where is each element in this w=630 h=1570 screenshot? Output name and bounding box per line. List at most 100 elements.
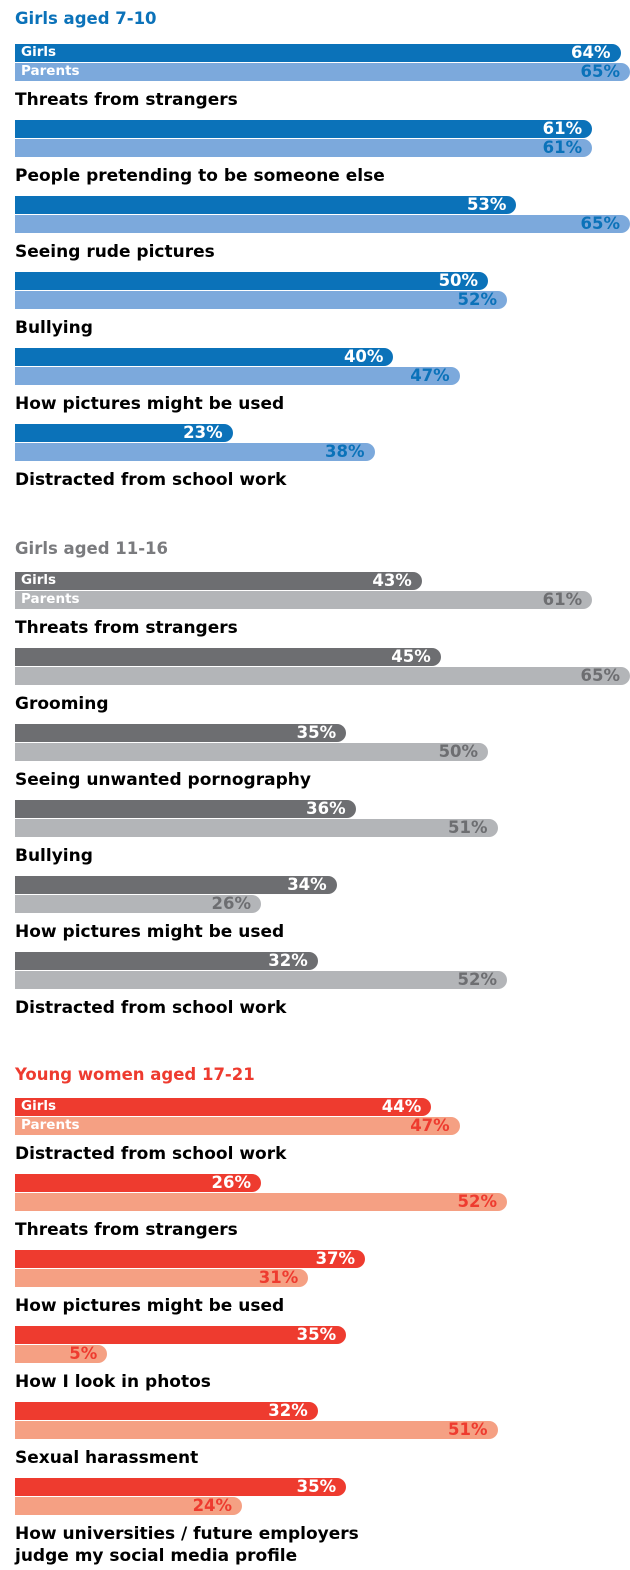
- data-label: 32%: [268, 1401, 308, 1420]
- legend-parents: Parents: [21, 63, 80, 79]
- bar-girls: 36%: [15, 799, 356, 818]
- chart-title: Girls aged 11-16: [15, 539, 169, 558]
- bar-girls: 53%: [15, 195, 517, 214]
- data-label: 61%: [542, 590, 583, 609]
- data-label: 52%: [457, 290, 498, 309]
- bar-parents: 61%: [15, 138, 593, 157]
- bar-girls: 32%: [15, 951, 318, 970]
- category-label: Distracted from school work: [15, 998, 287, 1018]
- bar-girls: 40%: [15, 347, 394, 366]
- bar-parents: 52%: [15, 290, 507, 309]
- bar-parents: 51%: [15, 818, 498, 837]
- category-label: How pictures might be used: [15, 922, 285, 942]
- bar-girls: 32%: [15, 1401, 318, 1420]
- bar-parents: 47%: [15, 366, 460, 385]
- data-label: 44%: [381, 1097, 422, 1116]
- bar-girls: 35%: [15, 1477, 347, 1496]
- data-label: 47%: [410, 1116, 450, 1135]
- data-label: 40%: [343, 347, 384, 366]
- category-label: How pictures might be used: [15, 1296, 285, 1316]
- category-label: Threats from strangers: [15, 618, 238, 638]
- data-label: 34%: [287, 875, 327, 894]
- data-label: 43%: [372, 571, 412, 590]
- data-label: 26%: [211, 894, 252, 913]
- data-label: 35%: [296, 1325, 337, 1344]
- bar-girls: 37%: [15, 1249, 366, 1268]
- bar-girls: 64% Girls: [15, 43, 621, 62]
- legend-parents: Parents: [21, 591, 80, 607]
- bar-parents: 65% Parents: [15, 62, 630, 81]
- bar-girls: 61%: [15, 119, 593, 138]
- bar-parents: 26%: [15, 894, 261, 913]
- bar-girls: 50%: [15, 271, 489, 290]
- bar-girls: 35%: [15, 723, 347, 742]
- data-label: 52%: [457, 1192, 498, 1211]
- chart-title: Girls aged 7-10: [15, 9, 157, 28]
- bar-parents: 24%: [15, 1496, 243, 1515]
- category-label: Seeing rude pictures: [15, 242, 215, 262]
- chart-title: Young women aged 17-21: [15, 1065, 255, 1084]
- category-label: People pretending to be someone else: [15, 166, 385, 186]
- data-label: 65%: [580, 62, 621, 81]
- data-label: 65%: [580, 666, 621, 685]
- category-label: Distracted from school work: [15, 470, 287, 490]
- data-label: 61%: [542, 119, 583, 138]
- bar-parents: 38%: [15, 442, 375, 461]
- legend-girls: Girls: [21, 44, 57, 60]
- category-label: Distracted from school work: [15, 1144, 287, 1164]
- data-label: 35%: [296, 1477, 337, 1496]
- data-label: 26%: [211, 1173, 252, 1192]
- bar-girls: 35%: [15, 1325, 347, 1344]
- data-label: 35%: [296, 723, 337, 742]
- category-label: Seeing unwanted pornography: [15, 770, 311, 790]
- data-label: 47%: [410, 366, 450, 385]
- category-label: Bullying: [15, 846, 93, 866]
- bar-parents: 50%: [15, 742, 489, 761]
- bar-parents: 31%: [15, 1268, 309, 1287]
- data-label: 51%: [448, 818, 488, 837]
- bar-girls: 43% Girls: [15, 571, 422, 590]
- data-label: 45%: [391, 647, 431, 666]
- data-label: 50%: [438, 271, 479, 290]
- bar-girls: 44% Girls: [15, 1097, 432, 1116]
- data-label: 36%: [306, 799, 346, 818]
- data-label: 51%: [448, 1420, 488, 1439]
- bar-girls: 45%: [15, 647, 441, 666]
- bar-parents: 47% Parents: [15, 1116, 460, 1135]
- data-label: 65%: [580, 214, 621, 233]
- bar-girls: 34%: [15, 875, 337, 894]
- legend-girls: Girls: [21, 572, 57, 588]
- bar-girls: 23%: [15, 423, 233, 442]
- bar-girls: 26%: [15, 1173, 261, 1192]
- data-label: 38%: [325, 442, 365, 461]
- data-label: 53%: [466, 195, 507, 214]
- bar-parents: 65%: [15, 666, 630, 685]
- category-label: How I look in photos: [15, 1372, 211, 1392]
- category-label: How pictures might be used: [15, 394, 285, 414]
- data-label: 64%: [571, 43, 611, 62]
- bar-parents: 52%: [15, 1192, 507, 1211]
- data-label: 32%: [268, 951, 308, 970]
- category-label: Threats from strangers: [15, 1220, 238, 1240]
- data-label: 61%: [542, 138, 583, 157]
- category-label: Bullying: [15, 318, 93, 338]
- data-label: 5%: [69, 1344, 98, 1363]
- bar-parents: 61% Parents: [15, 590, 593, 609]
- data-label: 37%: [315, 1249, 356, 1268]
- data-label: 50%: [438, 742, 479, 761]
- bar-parents: 5%: [15, 1344, 108, 1363]
- data-label: 24%: [192, 1496, 233, 1515]
- category-label: Threats from strangers: [15, 90, 238, 110]
- category-label: How universities / future employers judg…: [15, 1524, 359, 1566]
- data-label: 31%: [258, 1268, 299, 1287]
- bar-parents: 52%: [15, 970, 507, 989]
- bar-parents: 65%: [15, 214, 630, 233]
- category-label: Sexual harassment: [15, 1448, 199, 1468]
- data-label: 23%: [183, 423, 223, 442]
- data-label: 52%: [457, 970, 498, 989]
- category-label: Grooming: [15, 694, 109, 714]
- bar-parents: 51%: [15, 1420, 498, 1439]
- legend-parents: Parents: [21, 1117, 80, 1133]
- legend-girls: Girls: [21, 1098, 57, 1114]
